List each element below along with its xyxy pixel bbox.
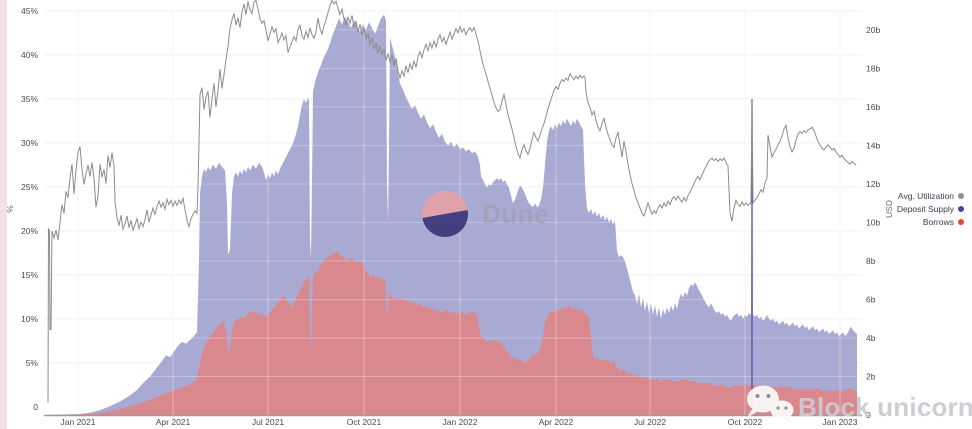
right-axis-tick-label: 0 xyxy=(866,410,871,420)
left-axis-tick-label: 35% xyxy=(21,94,38,104)
legend-item-dot xyxy=(958,193,964,199)
left-axis-tick-label: 30% xyxy=(21,138,38,148)
right-axis-tick-label: 10b xyxy=(866,218,880,228)
right-axis-tick-label: 2b xyxy=(866,372,876,382)
legend-item-borrows[interactable]: Borrows xyxy=(923,216,964,228)
x-axis-tick-label: Jan 2021 xyxy=(61,417,96,427)
left-axis-tick-label: 5% xyxy=(26,358,39,368)
borrows-area xyxy=(48,251,857,415)
legend-item-label: Borrows xyxy=(922,217,954,227)
right-axis-title: USD xyxy=(883,200,894,218)
x-axis-tick-label: Jan 2023 xyxy=(823,417,858,427)
chart-legend: Avg. Utilization Deposit Supply Borrows xyxy=(897,190,964,228)
right-axis-tick-label: 20b xyxy=(866,25,880,35)
x-axis-tick-label: Jul 2022 xyxy=(634,417,666,427)
left-axis-title: % xyxy=(4,205,15,213)
x-axis-tick-label: Apr 2022 xyxy=(539,417,574,427)
legend-item-dot xyxy=(958,206,964,212)
avg-utilization-line xyxy=(47,0,857,403)
page-edge-strip xyxy=(0,0,7,429)
left-axis-tick-label: 25% xyxy=(21,182,38,192)
legend-item-deposit-supply[interactable]: Deposit Supply xyxy=(897,203,964,215)
legend-item-avg-utilization[interactable]: Avg. Utilization xyxy=(898,190,964,202)
x-axis-tick-label: Apr 2021 xyxy=(156,417,191,427)
right-axis-tick-label: 14b xyxy=(866,141,880,151)
right-axis-tick-label: 18b xyxy=(866,64,880,74)
right-axis-tick-label: 4b xyxy=(866,333,876,343)
x-axis-tick-label: Oct 2022 xyxy=(728,417,763,427)
left-axis-tick-label: 15% xyxy=(21,270,38,280)
left-axis-tick-label: 0 xyxy=(33,402,38,412)
right-axis-tick-label: 12b xyxy=(866,179,880,189)
right-axis-tick-label: 6b xyxy=(866,295,876,305)
x-axis-tick-label: Oct 2021 xyxy=(347,417,382,427)
legend-item-label: Deposit Supply xyxy=(896,204,954,214)
legend-item-dot xyxy=(958,219,964,225)
left-axis-tick-label: 40% xyxy=(21,50,38,60)
left-axis-tick-label: 10% xyxy=(21,314,38,324)
left-axis-tick-label: 20% xyxy=(21,226,38,236)
left-axis-tick-label: 45% xyxy=(21,6,38,16)
right-axis-tick-label: 16b xyxy=(866,102,880,112)
legend-item-label: Avg. Utilization xyxy=(897,191,954,201)
x-axis-tick-label: Jul 2021 xyxy=(252,417,284,427)
right-axis-tick-label: 8b xyxy=(866,256,876,266)
x-axis-tick-label: Jan 2022 xyxy=(443,417,478,427)
